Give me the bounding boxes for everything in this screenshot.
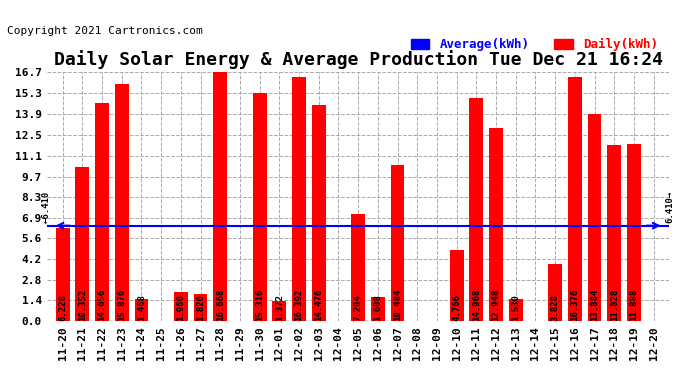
Text: 1.820: 1.820 <box>196 294 205 321</box>
Text: 14.968: 14.968 <box>472 288 481 321</box>
Bar <box>174 292 188 321</box>
Bar <box>135 300 148 321</box>
Bar <box>568 77 582 321</box>
Text: 4.766: 4.766 <box>452 294 461 321</box>
Bar <box>607 145 621 321</box>
Bar <box>194 294 208 321</box>
Bar <box>588 114 602 321</box>
Bar <box>489 128 503 321</box>
Title: Daily Solar Energy & Average Production Tue Dec 21 16:24: Daily Solar Energy & Average Production … <box>54 50 662 69</box>
Text: 15.876: 15.876 <box>117 288 126 321</box>
Text: 1.960: 1.960 <box>177 294 186 321</box>
Bar <box>509 298 522 321</box>
Text: 1.372: 1.372 <box>275 294 284 321</box>
Bar <box>95 102 109 321</box>
Legend: Average(kWh), Daily(kWh): Average(kWh), Daily(kWh) <box>406 33 663 56</box>
Bar <box>253 93 266 321</box>
Bar <box>213 72 227 321</box>
Text: 15.316: 15.316 <box>255 288 264 321</box>
Bar <box>56 228 70 321</box>
Text: 1.530: 1.530 <box>511 294 520 321</box>
Bar <box>75 167 89 321</box>
Bar <box>292 76 306 321</box>
Text: 11.828: 11.828 <box>610 288 619 321</box>
Text: 11.888: 11.888 <box>629 288 638 321</box>
Bar <box>450 250 464 321</box>
Text: Copyright 2021 Cartronics.com: Copyright 2021 Cartronics.com <box>7 26 203 36</box>
Text: 1.608: 1.608 <box>373 294 382 321</box>
Text: 16.668: 16.668 <box>216 288 225 321</box>
Text: 10.484: 10.484 <box>393 288 402 321</box>
Bar <box>351 214 365 321</box>
Bar <box>312 105 326 321</box>
Text: 6.228: 6.228 <box>58 294 67 321</box>
Text: 7.204: 7.204 <box>353 294 363 321</box>
Text: 16.392: 16.392 <box>295 288 304 321</box>
Bar <box>549 264 562 321</box>
Bar <box>469 98 483 321</box>
Text: 13.884: 13.884 <box>590 288 599 321</box>
Text: 16.376: 16.376 <box>571 288 580 321</box>
Bar <box>273 301 286 321</box>
Text: 6.410→: 6.410→ <box>665 191 674 224</box>
Text: ←6.410: ←6.410 <box>42 191 51 224</box>
Bar <box>115 84 128 321</box>
Text: 3.828: 3.828 <box>551 294 560 321</box>
Bar <box>627 144 641 321</box>
Text: 14.656: 14.656 <box>97 288 106 321</box>
Bar <box>371 297 385 321</box>
Text: 14.476: 14.476 <box>314 288 323 321</box>
Text: 12.948: 12.948 <box>491 288 500 321</box>
Text: 10.352: 10.352 <box>78 288 87 321</box>
Bar <box>391 165 404 321</box>
Text: 1.468: 1.468 <box>137 294 146 321</box>
